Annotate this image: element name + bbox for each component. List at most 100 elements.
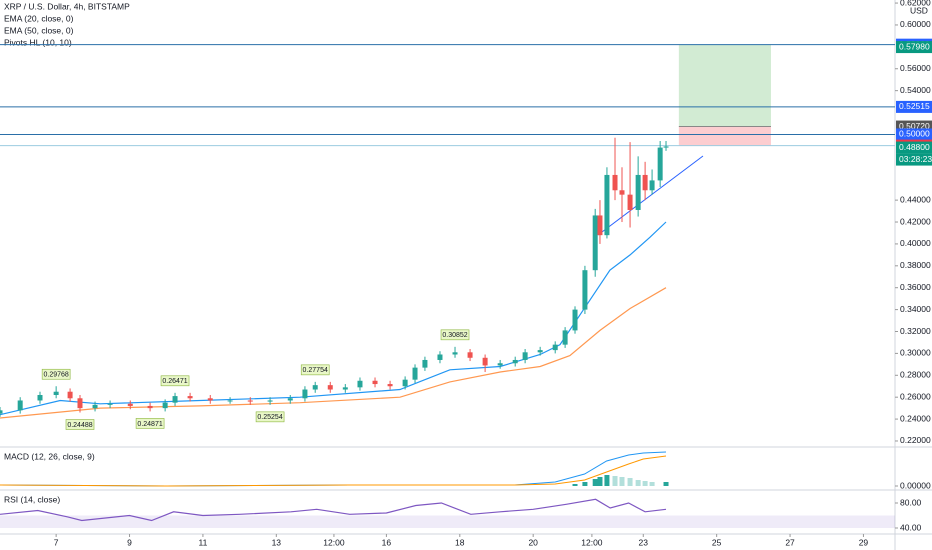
candle-body bbox=[619, 190, 625, 195]
indicator-label: RSI (14, close) bbox=[4, 494, 60, 504]
candle-body bbox=[497, 363, 503, 366]
indicator-label: Pivots HL (10, 10) bbox=[4, 37, 72, 47]
chart-title: XRP / U.S. Dollar, 4h, BITSTAMP bbox=[4, 1, 130, 11]
candle-body bbox=[437, 354, 443, 360]
candle-body bbox=[287, 398, 293, 401]
x-tick-label: 18 bbox=[455, 537, 465, 547]
y-tick-label: 0.40000 bbox=[900, 238, 931, 248]
candle-body bbox=[592, 215, 598, 271]
y-tick-label: 0.38000 bbox=[900, 260, 931, 270]
candle-body bbox=[412, 367, 418, 380]
candle-body bbox=[657, 147, 663, 181]
macd-hist bbox=[592, 479, 598, 486]
candle-body bbox=[187, 396, 193, 399]
indicator-label: MACD (12, 26, close, 9) bbox=[4, 451, 95, 461]
y-tick-label: 0.24000 bbox=[900, 413, 931, 423]
price-label-box bbox=[896, 41, 932, 54]
pivot-box bbox=[160, 375, 190, 387]
price-label: 0.57980 bbox=[899, 41, 930, 51]
macd-hist bbox=[597, 477, 603, 486]
y-tick-label: 0.32000 bbox=[900, 326, 931, 336]
macd-hist bbox=[649, 482, 655, 486]
y-tick-label: 0.54000 bbox=[900, 85, 931, 95]
y-tick-label: 0.56000 bbox=[900, 63, 931, 73]
price-label: 0.52515 bbox=[899, 101, 930, 111]
rsi-line bbox=[0, 498, 667, 522]
pivot-label: 0.30852 bbox=[442, 332, 467, 339]
indicator-label: EMA (50, close, 0) bbox=[4, 25, 74, 35]
price-label: 0.50000 bbox=[899, 129, 930, 139]
macd-hist bbox=[627, 478, 633, 486]
candle-body bbox=[312, 385, 318, 390]
candle-body bbox=[342, 387, 348, 390]
candle-body bbox=[207, 398, 213, 401]
loss-zone bbox=[678, 126, 771, 146]
candle-body bbox=[482, 357, 488, 366]
pivot-box bbox=[41, 368, 71, 380]
candle-body bbox=[372, 380, 378, 385]
x-tick-label: 25 bbox=[712, 537, 722, 547]
profit-zone bbox=[678, 44, 771, 127]
candle-body bbox=[247, 400, 253, 402]
macd-hist bbox=[604, 475, 610, 486]
candle-body bbox=[67, 391, 73, 399]
pivot-label: 0.24871 bbox=[137, 421, 162, 428]
x-tick-label: 12:00 bbox=[581, 537, 603, 547]
y-tick-label: 0.30000 bbox=[900, 348, 931, 358]
candle-body bbox=[17, 400, 23, 411]
macd-hist bbox=[663, 482, 669, 486]
x-tick-label: 7 bbox=[54, 537, 59, 547]
candle-body bbox=[53, 391, 59, 395]
x-tick-label: 20 bbox=[528, 537, 538, 547]
candle-body bbox=[552, 344, 558, 351]
y-tick-label: 0.60000 bbox=[900, 19, 931, 29]
candle-body bbox=[37, 394, 43, 401]
price-label-box bbox=[896, 128, 932, 141]
ema-line bbox=[0, 287, 667, 419]
candle-body bbox=[467, 352, 473, 358]
y-tick-label: 0.22000 bbox=[900, 435, 931, 445]
x-tick-label: 12:00 bbox=[323, 537, 345, 547]
candle-body bbox=[402, 379, 408, 387]
macd-hist bbox=[582, 482, 588, 486]
countdown-box bbox=[896, 153, 932, 166]
macd-hist bbox=[635, 480, 641, 486]
x-tick-label: 27 bbox=[785, 537, 795, 547]
candle-body bbox=[635, 174, 641, 210]
pivot-box bbox=[300, 364, 330, 376]
candle-body bbox=[357, 380, 363, 388]
candle-body bbox=[327, 385, 333, 390]
pivot-label: 0.27754 bbox=[303, 367, 328, 374]
y-tick-label: 0.34000 bbox=[900, 304, 931, 314]
candle-body bbox=[147, 405, 153, 409]
candle-body bbox=[537, 350, 543, 353]
y-tick-label: 0.26000 bbox=[900, 391, 931, 401]
pivot-box bbox=[255, 411, 285, 423]
pivot-box bbox=[135, 418, 165, 429]
candle-body bbox=[107, 403, 113, 405]
candle-body bbox=[387, 384, 393, 387]
y-tick-label: 0.28000 bbox=[900, 370, 931, 380]
candle-body bbox=[512, 359, 518, 364]
candle-body bbox=[77, 398, 83, 409]
x-tick-label: 29 bbox=[859, 537, 869, 547]
price-label: 0.48800 bbox=[899, 142, 930, 152]
candle-body bbox=[267, 400, 273, 402]
candle-body bbox=[562, 330, 568, 345]
candle-body bbox=[582, 270, 588, 310]
candle-body bbox=[452, 352, 458, 355]
candle-body bbox=[627, 194, 633, 210]
candle-body bbox=[422, 359, 428, 368]
indicator-label: EMA (20, close, 0) bbox=[4, 13, 74, 23]
candle-body bbox=[572, 309, 578, 331]
y-tick-label: 0.36000 bbox=[900, 282, 931, 292]
x-tick-label: 16 bbox=[382, 537, 392, 547]
pivot-label: 0.26471 bbox=[162, 378, 187, 385]
candle-body bbox=[227, 400, 233, 402]
candle-body bbox=[302, 389, 308, 399]
candle-body bbox=[604, 174, 610, 236]
candle-body bbox=[162, 402, 168, 409]
y-tick-label: 80.00 bbox=[900, 497, 922, 507]
y-tick-label: 0.42000 bbox=[900, 216, 931, 226]
